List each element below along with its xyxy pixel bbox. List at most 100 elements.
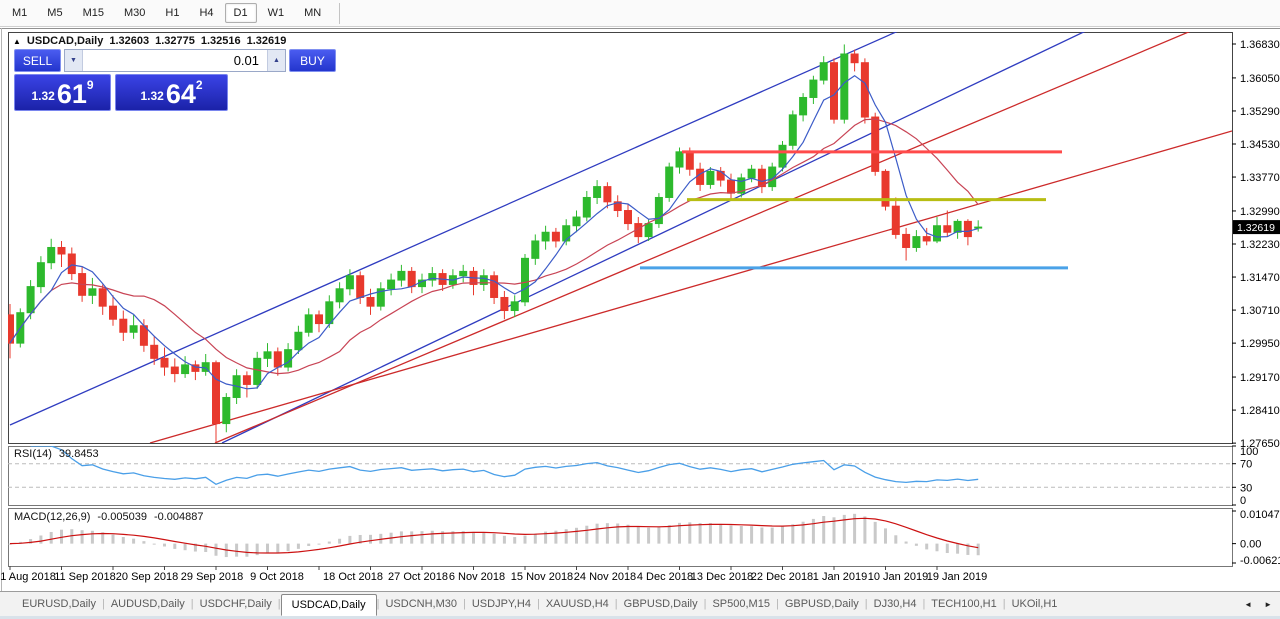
chart-window[interactable]: 1.36830 1.36050 1.35290 1.34530 1.33770 1.329…	[0, 28, 1280, 591]
macd-bar	[688, 522, 692, 544]
candle	[819, 62, 828, 81]
plot-area[interactable]	[7, 28, 1233, 443]
macd-panel[interactable]	[8, 513, 980, 558]
svg-text:0: 0	[1240, 495, 1246, 507]
tab-UKOil-H1[interactable]: UKOil,H1	[1011, 598, 1058, 610]
macd-bar	[245, 543, 249, 557]
sell-price-box[interactable]: 1.32 61 9	[14, 74, 111, 111]
tab-USDCHF-Daily[interactable]: USDCHF,Daily	[199, 598, 272, 610]
macd-bar	[791, 524, 795, 544]
volume-input[interactable]	[83, 50, 267, 71]
macd-bar	[60, 529, 63, 544]
chart-canvas[interactable]: 1.368301.360501.352901.345301.337701.329…	[0, 28, 1280, 591]
candle	[345, 275, 354, 290]
macd-bar	[348, 535, 352, 544]
svg-text:22 Dec 2018: 22 Dec 2018	[751, 571, 813, 583]
chart-tab-bar: EURUSD,Daily | AUDUSD,Daily | USDCHF,Daily | U…	[0, 591, 1280, 616]
macd-name: MACD(12,26,9)	[14, 511, 91, 523]
candle	[521, 257, 529, 303]
timeframe-button-M30[interactable]: M30	[123, 7, 146, 19]
candle	[335, 288, 344, 303]
tab-GBPUSD-Daily[interactable]: GBPUSD,Daily	[784, 598, 859, 610]
macd-bar	[801, 521, 805, 544]
tab-DJ30-H4[interactable]: DJ30,H4	[873, 598, 917, 610]
candle	[181, 364, 190, 375]
candle	[191, 364, 200, 372]
timeframe-button-W1[interactable]: W1	[267, 7, 285, 19]
candle	[675, 151, 684, 168]
volume-spinner: ▼ ▲	[64, 49, 286, 72]
macd-axis[interactable]: 0.010474 0.00 -0.006218	[1232, 509, 1280, 567]
tab-separator: |	[864, 598, 868, 610]
tab-EURUSD-Daily[interactable]: EURUSD,Daily	[22, 598, 96, 610]
timeframe-button-M5[interactable]: M5	[47, 7, 63, 19]
price-axis[interactable]: 1.36830 1.36050 1.35290 1.34530 1.33770 1.329…	[1232, 39, 1280, 450]
tab-SP500-M15[interactable]: SP500,M15	[712, 598, 770, 610]
svg-text:24 Nov 2018: 24 Nov 2018	[574, 571, 636, 583]
svg-text:1.36050: 1.36050	[1240, 73, 1280, 85]
candle	[809, 79, 818, 98]
macd-bar	[657, 527, 661, 544]
candle	[26, 286, 35, 314]
tab-USDCAD-Daily[interactable]: USDCAD,Daily	[280, 594, 377, 616]
volume-increase-button[interactable]: ▲	[267, 50, 285, 71]
timeframe-button-D1[interactable]: D1	[224, 3, 257, 23]
tab-XAUUSD-H4[interactable]: XAUUSD,H4	[545, 598, 609, 610]
svg-text:29 Sep 2018: 29 Sep 2018	[181, 571, 243, 583]
macd-bar	[966, 543, 970, 555]
tab-scroll-right-button[interactable]: ►	[1264, 599, 1272, 609]
svg-text:1.35290: 1.35290	[1240, 106, 1280, 118]
svg-text:1.32990: 1.32990	[1240, 206, 1280, 218]
candle	[850, 53, 859, 64]
timeframe-button-H4[interactable]: H4	[199, 7, 214, 19]
svg-text:0.010474: 0.010474	[1240, 509, 1280, 521]
macd-bar	[914, 543, 918, 546]
svg-text:-0.006218: -0.006218	[1240, 555, 1280, 567]
tab-GBPUSD-Daily[interactable]: GBPUSD,Daily	[623, 598, 698, 610]
macd-bar	[8, 543, 12, 545]
tab-AUDUSD-Daily[interactable]: AUDUSD,Daily	[110, 598, 185, 610]
candle	[830, 62, 838, 120]
macd-bar	[770, 527, 774, 544]
buy-price-box[interactable]: 1.32 64 2	[115, 74, 228, 111]
tab-USDCNH-M30[interactable]: USDCNH,M30	[385, 598, 457, 610]
macd-bar	[564, 529, 568, 544]
svg-text:1.32230: 1.32230	[1240, 239, 1280, 251]
tab-scroll-left-button[interactable]: ◄	[1244, 599, 1253, 609]
svg-text:1.33770: 1.33770	[1240, 172, 1280, 184]
svg-text:9 Oct 2018: 9 Oct 2018	[250, 571, 304, 583]
volume-decrease-button[interactable]: ▼	[65, 50, 83, 71]
macd-value-main: -0.005039	[97, 511, 147, 523]
macd-bar	[605, 523, 609, 544]
candle	[696, 168, 705, 185]
chevron-down-icon: ▼	[70, 57, 77, 64]
tab-separator: |	[190, 598, 194, 610]
macd-bar	[945, 543, 949, 554]
macd-bar	[430, 530, 434, 544]
timeframe-button-M15[interactable]: M15	[82, 7, 104, 19]
macd-bar	[523, 535, 527, 544]
macd-bar	[266, 543, 269, 554]
macd-bar	[853, 513, 857, 544]
tab-USDJPY-H4[interactable]: USDJPY,H4	[471, 598, 531, 610]
macd-bar	[441, 531, 445, 544]
timeframe-button-M1[interactable]: M1	[12, 7, 28, 19]
macd-bar	[925, 543, 929, 550]
timeframe-button-MN[interactable]: MN	[304, 7, 322, 19]
tab-TECH100-H1[interactable]: TECH100,H1	[931, 598, 997, 610]
macd-bar	[111, 534, 115, 544]
macd-bar	[296, 543, 300, 549]
collapse-arrow-icon[interactable]: ▲	[13, 36, 21, 46]
timeframe-button-H1[interactable]: H1	[165, 7, 180, 19]
rsi-panel[interactable]	[8, 446, 1232, 488]
macd-bar	[90, 530, 94, 544]
candle	[273, 351, 282, 368]
macd-bar	[781, 526, 784, 544]
sell-price-big: 61	[56, 79, 87, 109]
sell-button[interactable]: SELL	[14, 49, 61, 72]
buy-button[interactable]: BUY	[289, 49, 336, 72]
candle	[325, 301, 334, 325]
candle	[799, 96, 808, 116]
